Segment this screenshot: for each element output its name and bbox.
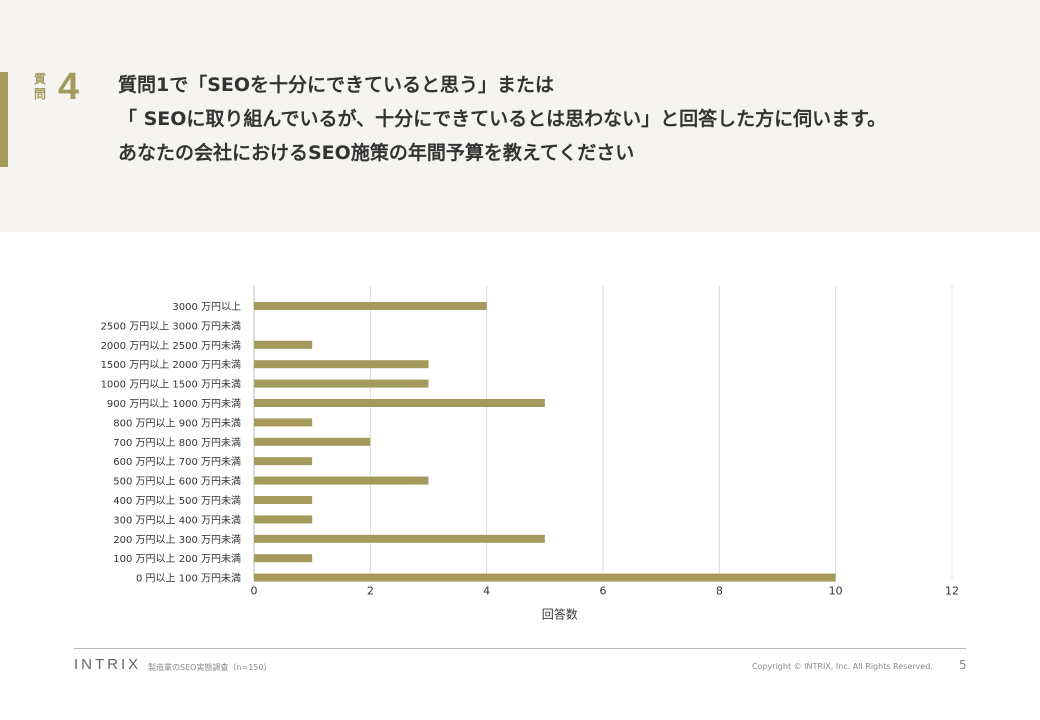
bar bbox=[254, 340, 313, 349]
category-label: 800 万円以上 900 万円未満 bbox=[113, 417, 241, 429]
category-label: 0 円以上 100 万円未満 bbox=[136, 573, 241, 585]
category-label: 1500 万円以上 2000 万円未満 bbox=[101, 359, 241, 371]
page-number: 5 bbox=[959, 658, 967, 672]
footer-divider bbox=[74, 648, 966, 649]
x-tick-label: 12 bbox=[945, 585, 959, 598]
question-number: 4 bbox=[58, 66, 80, 108]
category-label: 500 万円以上 600 万円未満 bbox=[113, 476, 241, 488]
footer-copyright: Copyright © INTRIX, Inc. All Rights Rese… bbox=[752, 662, 933, 671]
bar bbox=[254, 515, 313, 524]
x-tick-label: 8 bbox=[716, 585, 723, 598]
category-label: 2500 万円以上 3000 万円未満 bbox=[101, 320, 241, 332]
header-band bbox=[0, 0, 1040, 232]
question-label-char: 質 bbox=[33, 72, 46, 86]
question-line: 質問1で「SEOを十分にできていると思う」または bbox=[118, 74, 555, 96]
x-axis-title: 回答数 bbox=[542, 607, 578, 622]
bar bbox=[254, 496, 313, 504]
bar bbox=[254, 534, 545, 543]
category-label: 200 万円以上 300 万円未満 bbox=[113, 534, 241, 546]
question-text: 質問1で「SEOを十分にできていると思う」または 「 SEOに取り組んでいるが、… bbox=[118, 68, 1018, 170]
category-label: 900 万円以上 1000 万円未満 bbox=[107, 398, 241, 410]
question-label-char: 問 bbox=[33, 87, 46, 101]
footer-source: 製造業のSEO実態調査（n=150） bbox=[148, 663, 272, 672]
category-label: 100 万円以上 200 万円未満 bbox=[113, 553, 241, 565]
bar-chart: 3000 万円以上 2500 万円以上 3000 万円未満 2000 万円以上 25… bbox=[101, 286, 959, 622]
category-label: 2000 万円以上 2500 万円未満 bbox=[101, 340, 241, 352]
category-label: 400 万円以上 500 万円未満 bbox=[113, 495, 241, 507]
category-label: 700 万円以上 800 万円未満 bbox=[113, 437, 241, 449]
category-label: 300 万円以上 400 万円未満 bbox=[113, 514, 241, 526]
bar bbox=[254, 554, 313, 563]
question-line: 「 SEOに取り組んでいるが、十分にできているとは思わない」と回答した方に伺いま… bbox=[118, 108, 887, 130]
category-label: 600 万円以上 700 万円未満 bbox=[113, 456, 241, 468]
x-tick-label: 0 bbox=[251, 585, 258, 598]
accent-bar bbox=[0, 72, 8, 167]
bar bbox=[254, 457, 313, 466]
x-tick-label: 10 bbox=[829, 585, 843, 598]
x-tick-label: 4 bbox=[483, 585, 490, 598]
x-tick-label: 2 bbox=[367, 585, 374, 598]
category-label: 1000 万円以上 1500 万円未満 bbox=[101, 379, 241, 391]
footer-logo: INTRIX bbox=[74, 656, 142, 673]
bar bbox=[254, 360, 429, 369]
bar bbox=[254, 302, 487, 310]
category-label: 3000 万円以上 bbox=[172, 301, 241, 313]
bar bbox=[254, 476, 429, 485]
bar bbox=[254, 379, 429, 388]
bar bbox=[254, 399, 545, 407]
question-line: あなたの会社におけるSEO施策の年間予算を教えてください bbox=[118, 142, 635, 164]
bar bbox=[254, 573, 836, 582]
bar bbox=[254, 437, 371, 446]
x-tick-label: 6 bbox=[600, 585, 607, 598]
question-label: 質 問 bbox=[33, 72, 47, 102]
bar bbox=[254, 418, 313, 427]
